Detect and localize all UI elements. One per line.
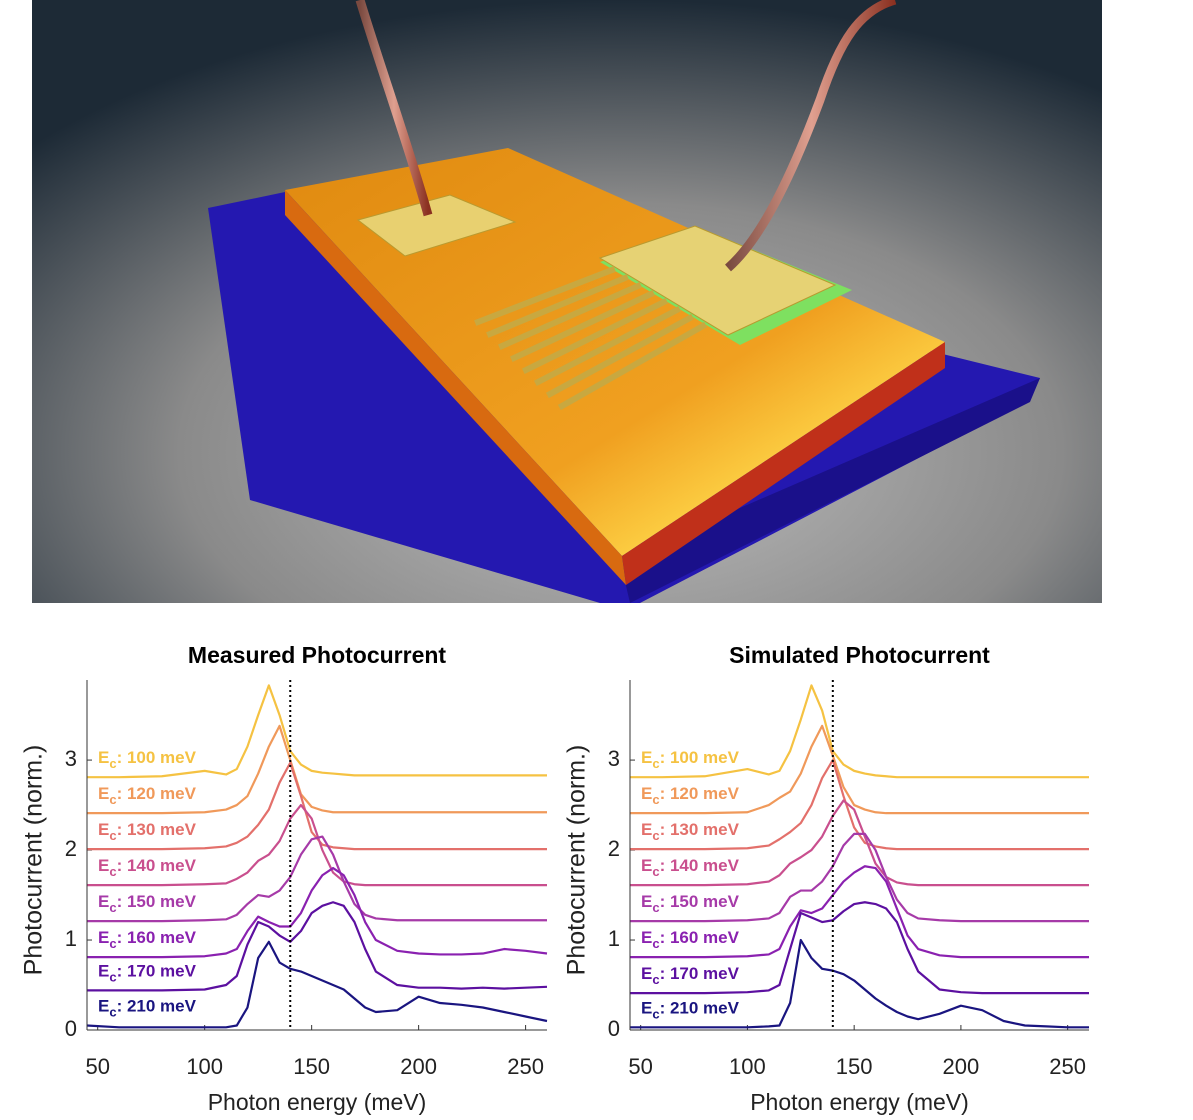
- wire: [724, 0, 897, 272]
- y-axis-label: Photocurrent (norm.): [563, 745, 591, 976]
- chart-title: Simulated Photocurrent: [729, 642, 990, 668]
- y-tick-label: 1: [608, 926, 620, 951]
- chart-title: Measured Photocurrent: [188, 642, 446, 668]
- orange-layer-front: [622, 342, 945, 585]
- x-tick-label: 200: [400, 1054, 437, 1079]
- y-tick-label: 0: [608, 1016, 620, 1041]
- curve: [630, 799, 1089, 887]
- x-tick-label: 200: [943, 1054, 980, 1079]
- x-tick-label: 50: [85, 1054, 109, 1079]
- curve: [87, 724, 547, 815]
- legend-label: Ec: 150 meV: [641, 893, 740, 916]
- y-tick-label: 3: [65, 746, 77, 771]
- legend-label: Ec: 140 meV: [641, 857, 740, 880]
- curve: [630, 758, 1089, 851]
- curve: [630, 724, 1089, 815]
- curve: [630, 832, 1089, 923]
- curve: [86, 940, 548, 1029]
- y-axis-label: Photocurrent (norm.): [20, 745, 48, 976]
- contact-pad: [356, 194, 517, 257]
- curve: [87, 901, 548, 992]
- curve: [87, 761, 547, 851]
- x-tick-label: 100: [729, 1054, 766, 1079]
- y-tick-label: 0: [65, 1016, 77, 1041]
- legend-label: Ec: 210 meV: [641, 999, 740, 1022]
- curve: [630, 865, 1089, 959]
- y-tick-label: 1: [65, 926, 77, 951]
- curve: [630, 938, 1089, 1029]
- legend-label: Ec: 160 meV: [641, 929, 740, 952]
- x-tick-label: 250: [507, 1054, 544, 1079]
- x-axis-label: Photon energy (meV): [750, 1089, 969, 1115]
- legend-label: Ec: 140 meV: [98, 857, 197, 880]
- legend-label: Ec: 100 meV: [98, 749, 197, 772]
- curve: [630, 684, 1089, 779]
- legend-label: Ec: 210 meV: [98, 997, 197, 1020]
- curve: [87, 684, 547, 779]
- legend-label: Ec: 170 meV: [641, 965, 740, 988]
- x-axis-label: Photon energy (meV): [208, 1089, 427, 1115]
- x-tick-label: 150: [836, 1054, 873, 1079]
- legend-label: Ec: 170 meV: [98, 962, 197, 985]
- blue-substrate-edge: [620, 378, 1040, 603]
- legend-label: Ec: 160 meV: [98, 929, 197, 952]
- y-tick-label: 2: [65, 836, 77, 861]
- device-render: [32, 0, 1102, 603]
- legend-label: Ec: 100 meV: [641, 749, 740, 772]
- contact-pad: [598, 225, 837, 336]
- legend-label: Ec: 130 meV: [98, 821, 197, 844]
- y-tick-label: 2: [608, 836, 620, 861]
- orange-layer: [285, 148, 945, 556]
- x-tick-label: 50: [628, 1054, 652, 1079]
- x-tick-label: 150: [293, 1054, 330, 1079]
- grating: [474, 266, 708, 411]
- curve: [630, 901, 1089, 995]
- legend-label: Ec: 120 meV: [98, 785, 197, 808]
- y-tick-label: 3: [608, 746, 620, 771]
- orange-layer-side: [285, 190, 626, 585]
- wire: [355, 0, 433, 217]
- x-tick-label: 250: [1049, 1054, 1086, 1079]
- curve: [87, 803, 547, 887]
- legend-label: Ec: 120 meV: [641, 785, 740, 808]
- legend-label: Ec: 130 meV: [641, 821, 740, 844]
- x-tick-label: 100: [186, 1054, 223, 1079]
- curve: [87, 866, 548, 959]
- legend-label: Ec: 150 meV: [98, 893, 197, 916]
- curve: [87, 835, 547, 923]
